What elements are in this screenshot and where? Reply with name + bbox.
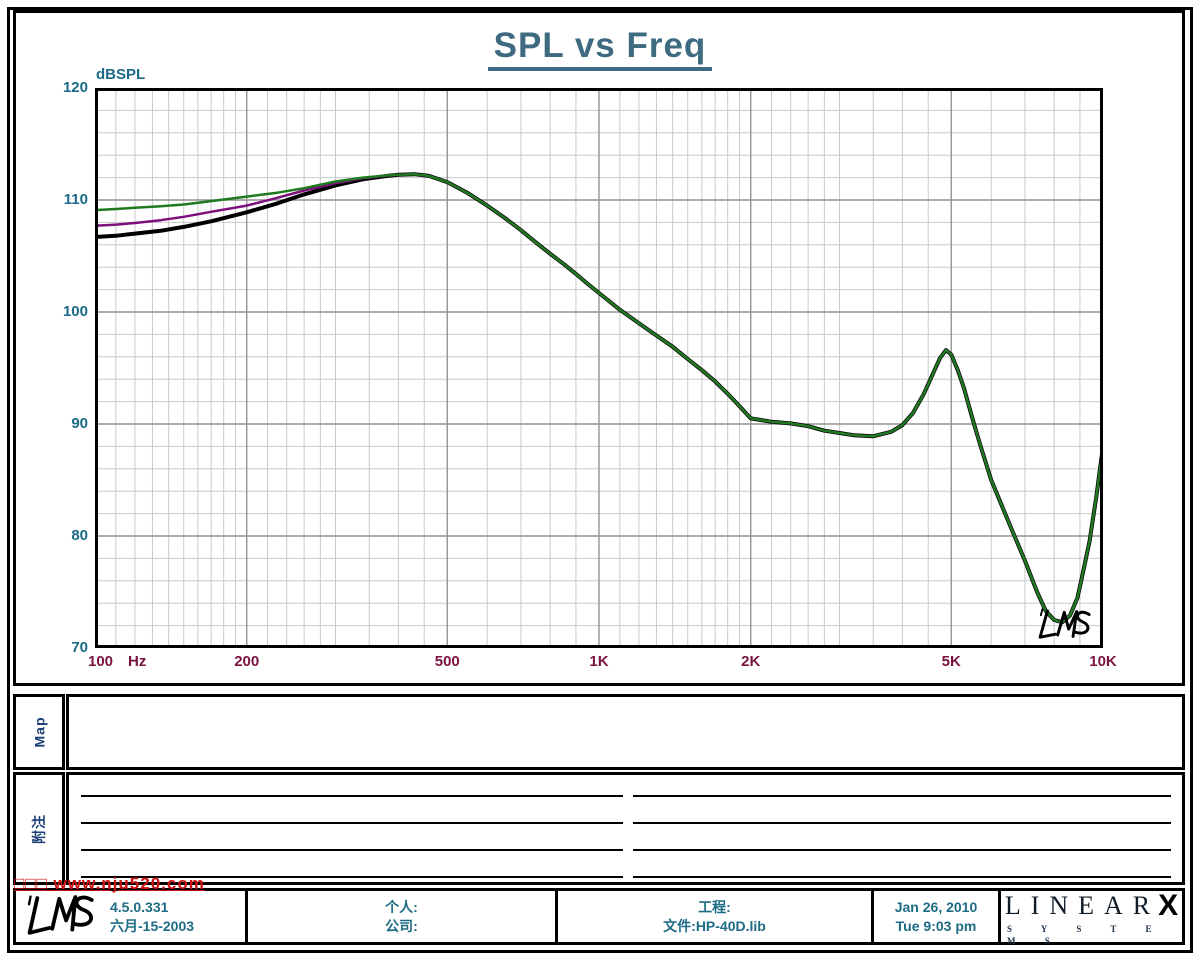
plot-svg <box>94 88 1105 648</box>
notes-ruled-line <box>81 849 623 851</box>
x-tick-label: 100 Hz <box>88 653 147 670</box>
linearx-logo: LINEAR X S Y S T E M S <box>1003 889 1180 946</box>
footer-project-cell: 工程: 文件:HP-40D.lib <box>555 891 871 942</box>
plot-area <box>94 88 1105 648</box>
map-row-content <box>66 694 1185 770</box>
lms-logo-icon <box>22 891 100 941</box>
x-tick-label: 500 <box>434 653 460 670</box>
footer-date-cell: Jan 26, 2010 Tue 9:03 pm <box>871 891 998 942</box>
y-tick-label: 110 <box>63 191 88 208</box>
footer-bar: 4.5.0.331 六月-15-2003 个人: 公司: 工程: 文件:HP-4… <box>13 888 1185 946</box>
y-axis-unit-label: dBSPL <box>96 66 146 83</box>
curve-green <box>94 172 1105 624</box>
notes-ruled-line <box>633 822 1171 824</box>
linearx-logo-main: LINEAR <box>1004 891 1161 921</box>
notes-ruled-line <box>633 849 1171 851</box>
outer-frame <box>7 7 1193 953</box>
notes-ruled-line <box>633 795 1171 797</box>
app-version-date: 六月-15-2003 <box>110 917 195 934</box>
x-tick-label: 2K <box>741 653 761 670</box>
personal-label: 个人: <box>385 898 418 915</box>
map-row-label-cell: Map <box>13 694 65 770</box>
footer-personal-cell: 个人: 公司: <box>245 891 555 942</box>
notes-ruled-line <box>633 876 1171 878</box>
app-version: 4.5.0.331 <box>110 899 169 916</box>
y-tick-label: 70 <box>71 639 88 656</box>
chart-title-text: SPL vs Freq <box>487 26 713 71</box>
linearx-logo-sub: S Y S T E M S <box>1007 924 1166 947</box>
company-label: 公司: <box>385 917 418 934</box>
report-time: Tue 9:03 pm <box>895 917 977 934</box>
watermark-url: □□□ www.nju520.com <box>14 874 205 893</box>
footer-version-cell: 4.5.0.331 六月-15-2003 <box>16 891 245 942</box>
notes-ruled-line <box>81 795 623 797</box>
notes-ruled-line <box>81 876 623 878</box>
map-row-label: Map <box>31 716 47 748</box>
chart-title: SPL vs Freq <box>0 26 1200 71</box>
linearx-logo-x: X <box>1158 888 1179 922</box>
lms-watermark-plot-icon <box>1035 607 1095 646</box>
report-date: Jan 26, 2010 <box>894 898 978 915</box>
y-tick-label: 90 <box>71 415 88 432</box>
project-label: 工程: <box>698 898 731 915</box>
notes-ruled-line <box>81 822 623 824</box>
y-tick-label: 120 <box>62 79 88 96</box>
file-label: 文件:HP-40D.lib <box>663 917 766 934</box>
notes-row-label-cell: 附注 <box>13 772 65 885</box>
x-tick-label: 5K <box>941 653 961 670</box>
x-tick-label: 1K <box>589 653 609 670</box>
y-tick-label: 100 <box>62 303 88 320</box>
x-tick-label: 200 <box>234 653 260 670</box>
notes-row-label: 附注 <box>31 813 47 844</box>
notes-row-content <box>66 772 1185 885</box>
footer-brand-cell: LINEAR X S Y S T E M S <box>998 889 1182 946</box>
y-tick-label: 80 <box>71 527 88 544</box>
x-tick-label: 10K <box>1089 653 1117 670</box>
